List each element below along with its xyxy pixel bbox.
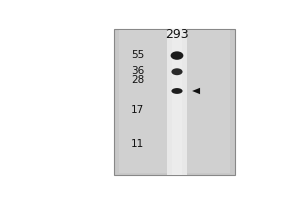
Ellipse shape [171, 51, 183, 60]
Bar [119, 30, 230, 173]
Polygon shape [192, 88, 200, 94]
Bar [114, 29, 235, 175]
Text: 55: 55 [131, 50, 145, 60]
Text: 28: 28 [131, 75, 145, 85]
Text: 293: 293 [165, 28, 189, 41]
Text: 36: 36 [131, 66, 145, 76]
Text: 11: 11 [131, 139, 145, 149]
Text: 17: 17 [131, 105, 145, 115]
Ellipse shape [171, 68, 183, 75]
Bar [172, 29, 182, 175]
Ellipse shape [171, 88, 183, 94]
Bar [167, 29, 188, 175]
